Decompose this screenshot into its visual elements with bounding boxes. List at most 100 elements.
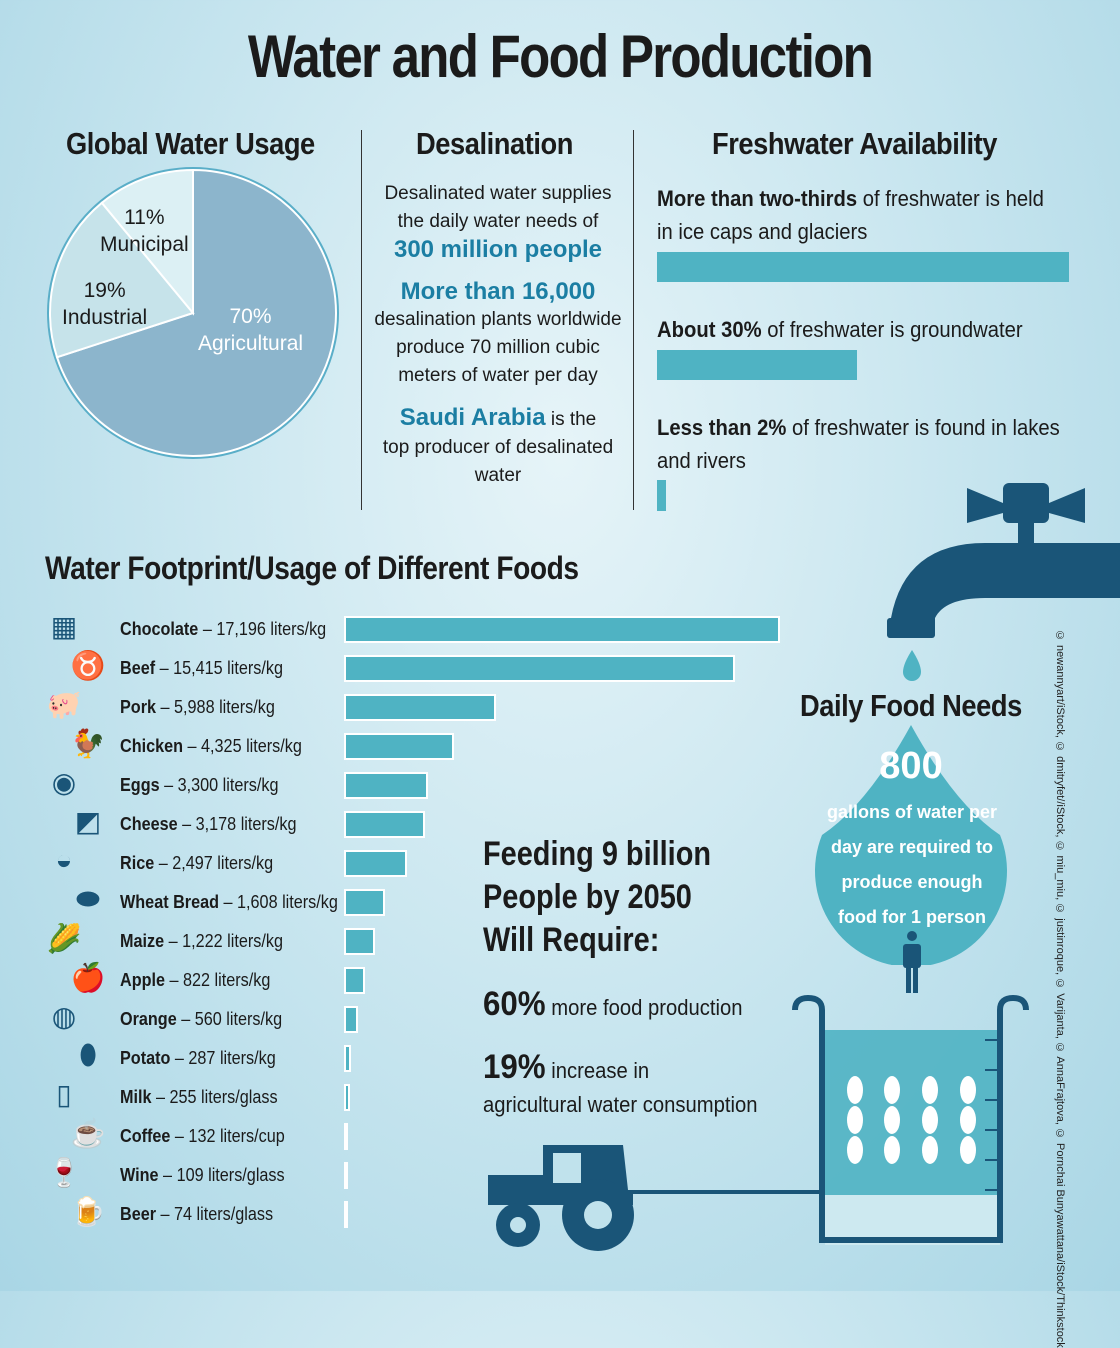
bar-beef [344,655,735,682]
tractor-icon [488,1145,823,1251]
p2-accent: More than 16,000 [400,278,596,305]
food-value: 17,196 liters/kg [216,619,327,639]
cow-icon: ♉ [70,650,106,681]
bar-apple [344,967,365,994]
label: Municipal [100,233,189,256]
big: 60% [483,985,546,1023]
bar-chicken [344,733,454,760]
food-value: 3,300 liters/kg [177,775,279,795]
separator: – [164,931,183,951]
food-label: Beef – 15,415 liters/kg [120,649,283,688]
bar-eggs [344,772,428,799]
bold: Less than 2% [657,415,787,440]
bar-wine [344,1162,348,1189]
separator: – [183,736,202,756]
daily-number: 800 [879,745,943,787]
food-value: 5,988 liters/kg [174,697,275,717]
text: of freshwater is found in lakes and rive… [657,415,1060,473]
bar-milk [344,1084,351,1111]
pie-label-agricultural: 70% Agricultural [198,303,303,357]
ice-caps-wave-bar [657,252,1069,282]
cheese-icon: ◩ [74,806,102,837]
separator: – [154,853,173,873]
egg-icon: ◉ [51,767,77,798]
separator: – [156,1204,175,1224]
pct: 11% [124,206,165,229]
corn-icon: 🌽 [46,923,82,954]
divider [633,130,634,510]
separator: – [170,1048,189,1068]
chocolate-icon: ▦ [50,611,78,642]
bar-maize [344,928,375,955]
pct: 19% [83,279,126,302]
lakes-rivers-bar [657,480,666,511]
pie-label-municipal: 11% Municipal [100,204,189,258]
desalination-text: Desalinated water supplies the daily wat… [370,180,626,490]
global-water-usage-heading: Global Water Usage [66,126,315,161]
p3: top producer of desalinated water [382,437,614,486]
food-name: Eggs [120,775,160,795]
food-name: Chicken [120,736,184,756]
food-value: 287 liters/kg [188,1048,276,1068]
food-label: Coffee – 132 liters/cup [120,1117,285,1156]
food-value: 822 liters/kg [183,970,271,990]
food-name: Potato [120,1048,171,1068]
food-label: Wheat Bread – 1,608 liters/kg [120,883,338,922]
big: 19% [483,1048,546,1086]
p2: desalination plants worldwide produce 70… [374,309,622,386]
label: Industrial [62,306,148,329]
groundwater-wave-bar [657,350,857,380]
text2: agricultural water consumption [483,1092,758,1117]
separator: – [219,892,238,912]
bar-potato [344,1045,352,1072]
desalination-heading: Desalination [416,126,573,161]
milk-bottle-icon: ▯ [56,1079,72,1110]
daily-food-needs-heading: Daily Food Needs [800,688,1022,723]
food-name: Chocolate [120,619,199,639]
apple-icon: 🍎 [70,962,106,993]
food-value: 74 liters/glass [174,1204,274,1224]
separator: – [165,970,184,990]
food-value: 2,497 liters/kg [172,853,274,873]
food-name: Rice [120,853,155,873]
food-value: 3,178 liters/kg [195,814,297,834]
food-name: Wine [120,1165,159,1185]
food-name: Orange [120,1009,177,1029]
food-label: Beer – 74 liters/glass [120,1195,273,1234]
food-label: Cheese – 3,178 liters/kg [120,805,297,844]
separator: – [151,1087,170,1107]
food-label: Orange – 560 liters/kg [120,1000,282,1039]
pie-chart [47,167,339,459]
food-value: 15,415 liters/kg [173,658,283,678]
potato-icon: ⬮ [79,1039,97,1070]
bar-cheese [344,811,425,838]
divider [361,130,362,510]
food-value: 560 liters/kg [194,1009,283,1029]
food-value: 1,608 liters/kg [237,892,338,912]
separator: – [170,1126,189,1146]
daily-text: gallons of water per day are required to… [826,802,998,927]
bread-icon: ⬬ [76,883,100,914]
orange-icon: ◍ [51,1001,77,1032]
food-label: Milk – 255 liters/glass [120,1078,278,1117]
food-name: Beef [120,658,156,678]
food-value: 109 liters/glass [176,1165,285,1185]
p3a: is the [545,409,597,430]
food-value: 132 liters/cup [188,1126,285,1146]
separator: – [158,1165,177,1185]
food-name: Pork [120,697,157,717]
freshwater-item-1: More than two-thirds of freshwater is he… [657,182,1062,248]
label: Agricultural [198,332,304,355]
food-name: Coffee [120,1126,171,1146]
food-name: Apple [120,970,166,990]
food-name: Maize [120,931,165,951]
food-label: Wine – 109 liters/glass [120,1156,285,1195]
separator: – [155,658,174,678]
food-name: Beer [120,1204,157,1224]
water-drop-icon [815,725,1007,965]
food-label: Potato – 287 liters/kg [120,1039,276,1078]
wheat-container-icon [792,994,1029,1245]
freshwater-item-2: About 30% of freshwater is groundwater [657,313,1062,346]
text: of freshwater is groundwater [761,317,1023,342]
faucet-icon [887,483,1120,681]
